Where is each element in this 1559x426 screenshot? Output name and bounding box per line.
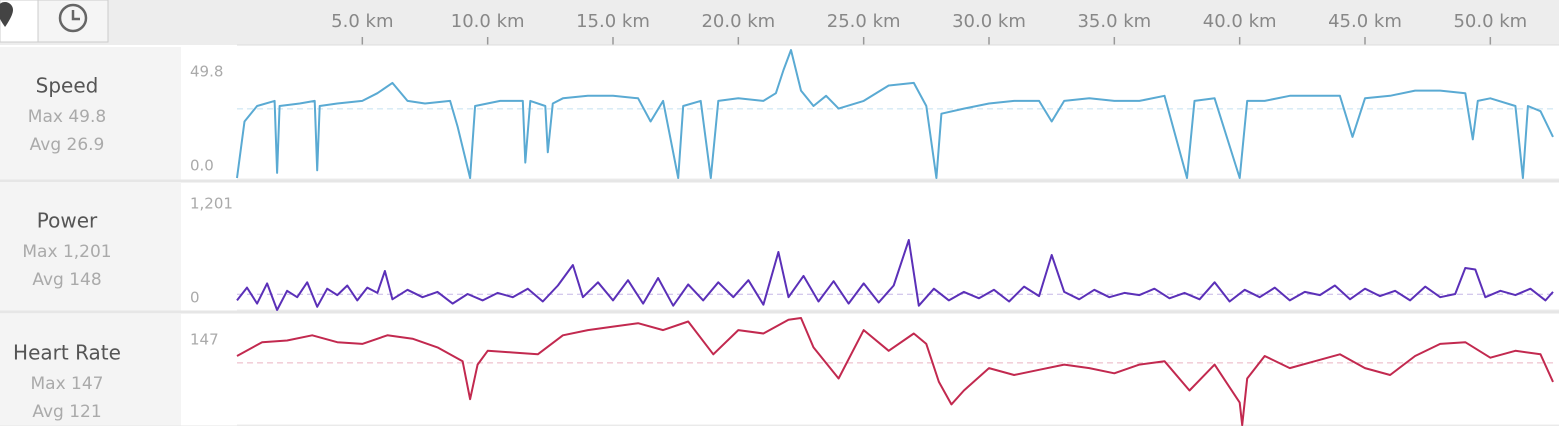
- x-tick-label: 45.0 km: [1328, 11, 1402, 32]
- data-line: [236, 317, 1554, 426]
- panel-max: Max 1,201: [22, 242, 111, 262]
- x-tick-label: 5.0 km: [331, 11, 393, 32]
- x-tick-label: 50.0 km: [1453, 11, 1527, 32]
- x-tick-label: 20.0 km: [701, 11, 775, 32]
- x-tick-label: 10.0 km: [451, 11, 525, 32]
- data-line: [236, 239, 1554, 311]
- label-column: [0, 314, 181, 426]
- panel-title: Speed: [36, 74, 99, 98]
- panel-max: Max 49.8: [28, 107, 106, 127]
- x-tick-label: 40.0 km: [1203, 11, 1277, 32]
- panel-avg: Avg 26.9: [30, 135, 105, 155]
- panel-title: Heart Rate: [13, 341, 121, 365]
- label-column: [0, 47, 181, 180]
- axis-bar: [0, 0, 1559, 45]
- panel-title: Power: [37, 209, 98, 233]
- x-tick-label: 15.0 km: [576, 11, 650, 32]
- x-tick-label: 30.0 km: [952, 11, 1026, 32]
- panel-max: Max 147: [31, 374, 104, 394]
- panel-avg: Avg 121: [32, 402, 101, 422]
- label-column: [0, 182, 181, 311]
- x-tick-label: 25.0 km: [827, 11, 901, 32]
- y-tick-label: 147: [190, 331, 219, 349]
- x-tick-label: 35.0 km: [1077, 11, 1151, 32]
- y-tick-label: 49.8: [190, 63, 223, 81]
- clock-icon: [58, 3, 88, 33]
- panel-avg: Avg 148: [32, 270, 101, 290]
- pin-icon: [0, 2, 13, 27]
- y-tick-label: 0.0: [190, 157, 214, 175]
- time-button[interactable]: [37, 0, 109, 43]
- data-line: [236, 49, 1554, 179]
- clock-hands: [71, 10, 80, 21]
- y-tick-label: 0: [190, 289, 200, 307]
- y-tick-label: 1,201: [190, 195, 233, 213]
